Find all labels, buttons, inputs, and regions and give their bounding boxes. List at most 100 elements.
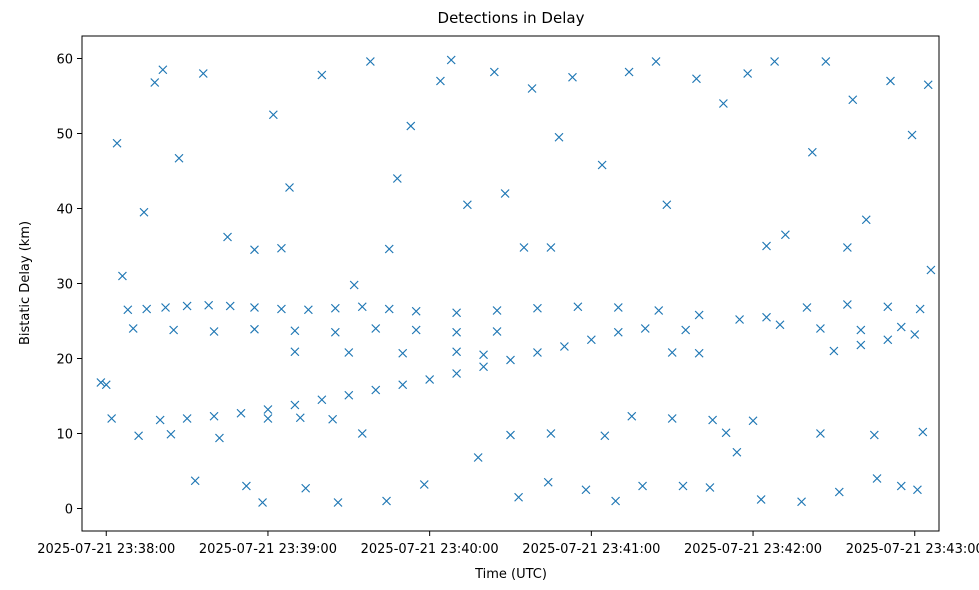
data-point: [775, 320, 785, 330]
data-point: [333, 498, 343, 507]
x-tick-label: 2025-07-21 23:42:00: [684, 542, 822, 557]
data-point: [533, 303, 542, 313]
data-point: [797, 497, 806, 507]
data-point: [519, 243, 529, 252]
data-point: [913, 485, 922, 495]
data-point: [573, 302, 583, 312]
data-point: [209, 327, 219, 336]
data-point: [411, 306, 421, 316]
data-point: [923, 80, 933, 90]
data-point: [762, 241, 771, 251]
data-point: [770, 57, 780, 66]
data-point: [406, 121, 416, 131]
x-axis-label: Time (UTC): [474, 567, 547, 582]
data-point: [872, 474, 882, 483]
data-point: [479, 350, 488, 360]
data-point: [735, 315, 744, 324]
data-point: [182, 301, 192, 311]
data-point: [155, 415, 165, 425]
data-point: [330, 327, 340, 337]
data-point: [600, 431, 610, 441]
data-points: [96, 55, 936, 507]
data-point: [357, 429, 367, 438]
data-point: [568, 72, 577, 82]
data-point: [263, 405, 273, 414]
data-point: [349, 280, 359, 290]
data-point: [896, 481, 906, 491]
data-point: [861, 215, 871, 225]
data-point: [96, 378, 106, 387]
data-point: [848, 95, 858, 105]
data-point: [384, 244, 394, 254]
y-axis-label: Bistatic Delay (km): [18, 221, 33, 345]
data-point: [613, 303, 623, 312]
data-point: [452, 369, 462, 378]
data-point: [514, 492, 524, 502]
data-point: [721, 428, 731, 438]
data-point: [290, 347, 300, 357]
data-point: [692, 74, 701, 84]
data-point: [225, 301, 235, 311]
data-point: [174, 153, 184, 163]
data-point: [473, 453, 483, 462]
data-point: [506, 355, 515, 365]
x-tick-label: 2025-07-21 23:40:00: [361, 542, 499, 557]
data-point: [533, 348, 542, 357]
data-point: [907, 130, 917, 140]
data-point: [586, 335, 596, 345]
y-tick-label: 30: [56, 278, 73, 293]
y-tick-label: 20: [56, 353, 73, 368]
data-point: [856, 340, 866, 350]
data-point: [198, 69, 208, 78]
data-point: [546, 243, 556, 252]
plot-frame: [81, 35, 940, 532]
data-point: [581, 485, 591, 495]
data-point: [651, 57, 661, 66]
data-point: [718, 99, 728, 108]
data-point: [328, 414, 338, 424]
data-point: [107, 414, 117, 423]
data-point: [915, 304, 925, 314]
data-point: [277, 304, 286, 314]
data-point: [250, 245, 259, 255]
data-point: [118, 271, 127, 281]
y-tick-label: 50: [56, 128, 73, 143]
data-point: [209, 411, 219, 421]
data-point: [277, 243, 286, 253]
data-point: [856, 325, 866, 335]
data-point: [250, 303, 259, 312]
data-point: [611, 496, 621, 506]
data-point: [344, 390, 354, 400]
data-point: [139, 207, 149, 217]
data-point: [142, 304, 152, 314]
x-axis-ticks: 2025-07-21 23:38:00 2025-07-21 23:39:00 20…: [37, 531, 979, 557]
data-point: [896, 322, 906, 332]
data-point: [910, 330, 920, 339]
data-point: [869, 430, 879, 440]
data-point: [667, 414, 677, 423]
y-axis-ticks: 0 10 20 30 40 50 60: [56, 53, 82, 518]
x-tick-label: 2025-07-21 23:38:00: [37, 542, 175, 557]
data-point: [301, 483, 311, 493]
data-point: [357, 302, 367, 312]
data-point: [452, 308, 462, 318]
x-tick-label: 2025-07-21 23:41:00: [522, 542, 660, 557]
x-tick-label: 2025-07-21 23:43:00: [846, 542, 979, 557]
y-tick-label: 40: [56, 203, 73, 218]
data-point: [134, 431, 144, 441]
data-point: [290, 326, 300, 336]
data-point: [204, 300, 214, 310]
data-point: [886, 76, 895, 86]
data-point: [694, 348, 704, 358]
data-point: [384, 304, 394, 314]
data-point: [290, 400, 300, 410]
data-point: [926, 265, 936, 275]
data-point: [317, 395, 327, 405]
y-tick-label: 0: [65, 503, 73, 518]
data-point: [662, 200, 672, 210]
data-point: [543, 477, 553, 487]
data-point: [546, 429, 556, 438]
data-point: [918, 427, 928, 437]
data-point: [190, 476, 200, 486]
